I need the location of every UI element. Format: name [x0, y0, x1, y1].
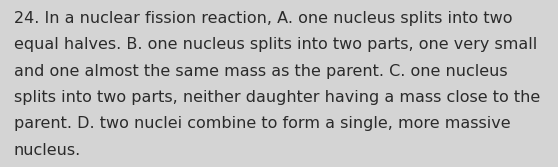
- Text: 24. In a nuclear fission reaction, A. one nucleus splits into two: 24. In a nuclear fission reaction, A. on…: [14, 11, 512, 26]
- Text: parent. D. two nuclei combine to form a single, more massive: parent. D. two nuclei combine to form a …: [14, 116, 511, 131]
- Text: splits into two parts, neither daughter having a mass close to the: splits into two parts, neither daughter …: [14, 90, 540, 105]
- Text: equal halves. B. one nucleus splits into two parts, one very small: equal halves. B. one nucleus splits into…: [14, 37, 537, 52]
- Text: and one almost the same mass as the parent. C. one nucleus: and one almost the same mass as the pare…: [14, 64, 508, 79]
- Text: nucleus.: nucleus.: [14, 143, 81, 158]
